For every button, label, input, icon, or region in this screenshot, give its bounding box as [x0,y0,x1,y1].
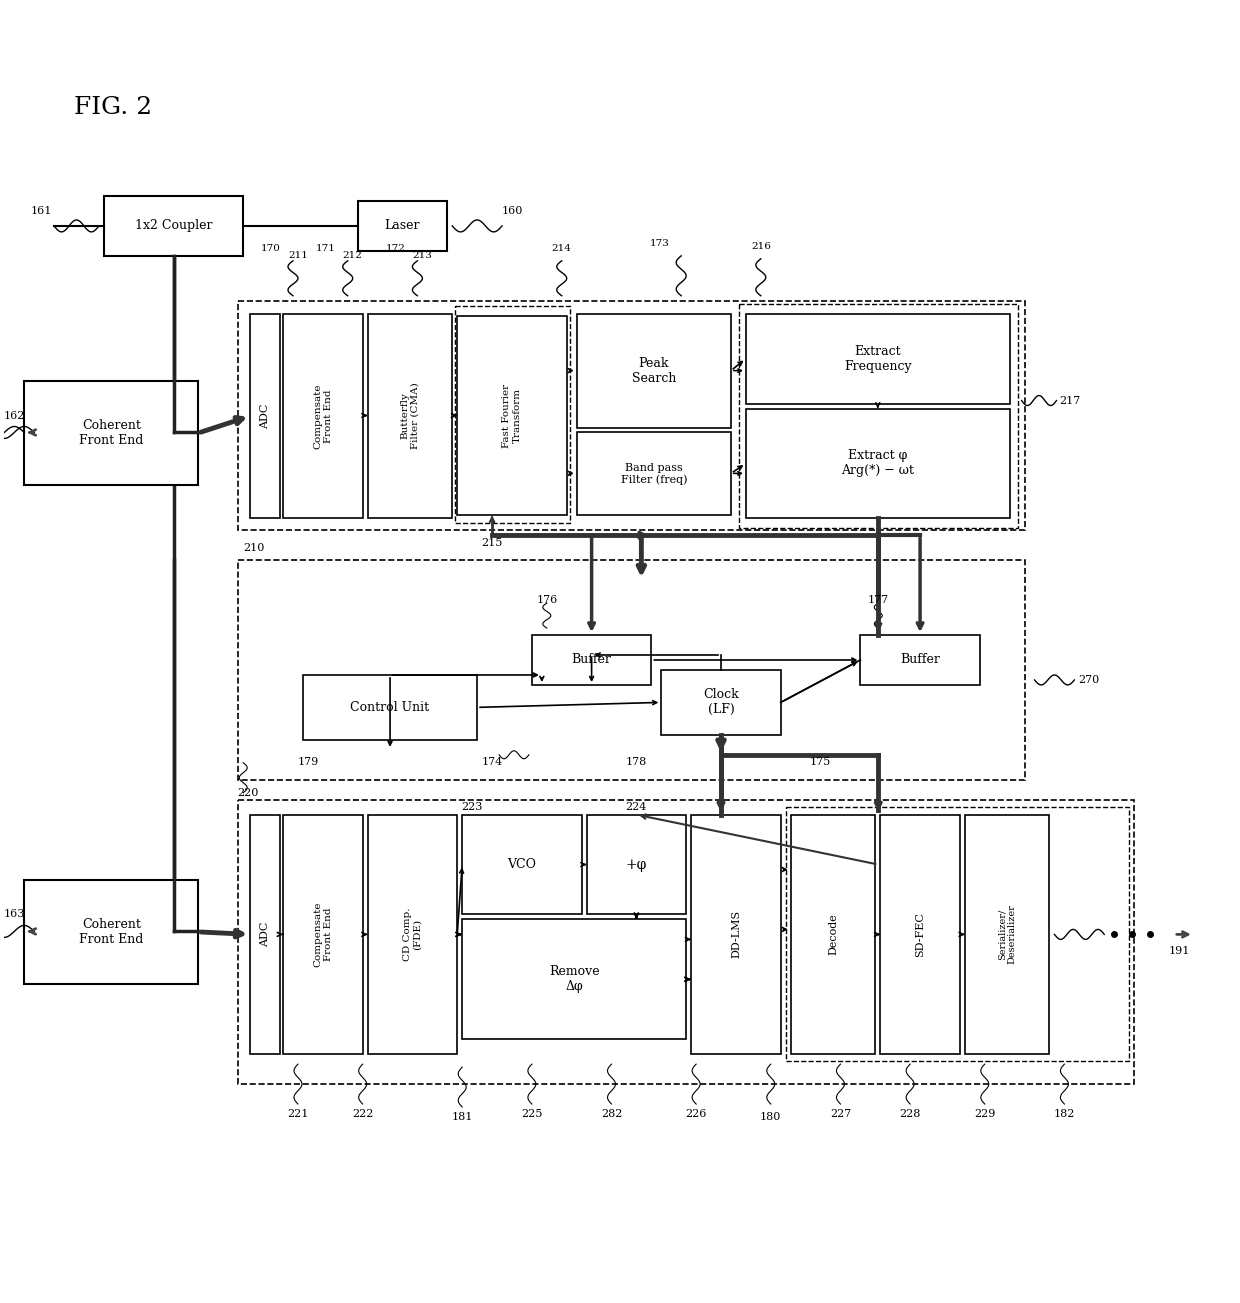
Text: +φ: +φ [626,857,647,872]
Bar [238,301,1024,530]
Text: 161: 161 [31,206,52,216]
Text: Remove
Δφ: Remove Δφ [549,966,599,993]
Text: Buffer: Buffer [900,654,940,666]
Text: Laser: Laser [384,219,420,232]
Bar [739,304,1018,528]
Text: 170: 170 [262,245,281,253]
Text: Compensate
Front End: Compensate Front End [314,902,332,967]
Text: Coherent
Front End: Coherent Front End [79,917,144,946]
Bar [463,814,582,915]
Text: 174: 174 [481,757,502,766]
Text: FIG. 2: FIG. 2 [74,96,153,119]
Text: 160: 160 [501,206,523,216]
Bar [367,814,458,1054]
Bar [661,670,781,735]
Text: 173: 173 [650,240,670,249]
Bar [791,814,875,1054]
Text: 182: 182 [1054,1109,1075,1119]
Text: 224: 224 [626,801,647,812]
Bar [25,380,198,485]
Text: 181: 181 [451,1111,472,1122]
Bar [880,814,960,1054]
Bar [455,306,569,524]
Text: 213: 213 [413,251,433,261]
Text: 175: 175 [810,757,831,766]
Text: 214: 214 [552,245,572,253]
Text: 211: 211 [288,251,308,261]
Text: Extract
Frequency: Extract Frequency [844,344,911,373]
Text: Extract φ
Arg(*) − ωt: Extract φ Arg(*) − ωt [842,450,914,477]
Bar [746,314,1009,404]
Bar [577,314,730,429]
Text: 222: 222 [352,1109,373,1119]
Text: Compensate
Front End: Compensate Front End [314,383,332,448]
Text: 227: 227 [830,1109,851,1119]
Bar [250,814,280,1054]
Text: Butterfly
Filter (CMA): Butterfly Filter (CMA) [401,383,419,450]
Text: 162: 162 [4,410,25,421]
Text: 226: 226 [686,1109,707,1119]
Text: Control Unit: Control Unit [351,701,429,714]
Bar [965,814,1049,1054]
Text: 215: 215 [481,538,502,549]
Text: 220: 220 [238,788,259,797]
Text: 228: 228 [899,1109,921,1119]
Text: SD-FEC: SD-FEC [915,912,925,956]
Bar [283,814,362,1054]
Text: 270: 270 [1079,675,1100,685]
Bar [104,195,243,255]
Text: 172: 172 [386,245,405,253]
Text: 216: 216 [751,242,771,251]
Text: 177: 177 [868,595,889,605]
Text: 178: 178 [626,757,647,766]
Bar [746,409,1009,519]
Bar [238,800,1135,1084]
Bar [250,314,280,519]
Text: 229: 229 [975,1109,996,1119]
Bar [861,635,980,685]
Bar [357,201,448,251]
Text: CD Comp.
(FDE): CD Comp. (FDE) [403,908,422,962]
Text: Peak
Search: Peak Search [631,357,676,386]
Text: 223: 223 [461,801,482,812]
Text: DD-LMS: DD-LMS [730,911,742,959]
Text: 171: 171 [316,245,336,253]
Text: Clock
(LF): Clock (LF) [703,688,739,717]
Bar [283,314,362,519]
Bar [303,675,477,740]
Text: 221: 221 [288,1109,309,1119]
Text: 282: 282 [601,1109,622,1119]
Text: 1x2 Coupler: 1x2 Coupler [135,219,212,232]
Bar [458,315,567,515]
Text: 163: 163 [4,909,25,920]
Text: Buffer: Buffer [572,654,611,666]
Text: 179: 179 [298,757,319,766]
Bar [367,314,453,519]
Bar [463,920,686,1040]
Bar [786,807,1130,1061]
Bar [532,635,651,685]
Bar [25,880,198,984]
Text: 225: 225 [521,1109,543,1119]
Text: 180: 180 [760,1111,781,1122]
Bar [587,814,686,915]
Text: 212: 212 [342,251,362,261]
Text: Decode: Decode [828,913,838,955]
Text: 191: 191 [1168,946,1189,956]
Bar [691,814,781,1054]
Text: ADC: ADC [260,921,270,947]
Text: VCO: VCO [507,859,537,870]
Text: Serializer/
Deserializer: Serializer/ Deserializer [997,904,1017,964]
Text: Coherent
Front End: Coherent Front End [79,420,144,447]
Text: 217: 217 [1059,396,1080,405]
Text: Fast Fourier
Transform: Fast Fourier Transform [502,383,522,447]
Text: 176: 176 [536,595,558,605]
Bar [238,560,1024,779]
Text: ADC: ADC [260,404,270,429]
Text: 210: 210 [243,543,264,554]
Text: Band pass
Filter (freq): Band pass Filter (freq) [620,463,687,485]
Bar [577,433,730,515]
